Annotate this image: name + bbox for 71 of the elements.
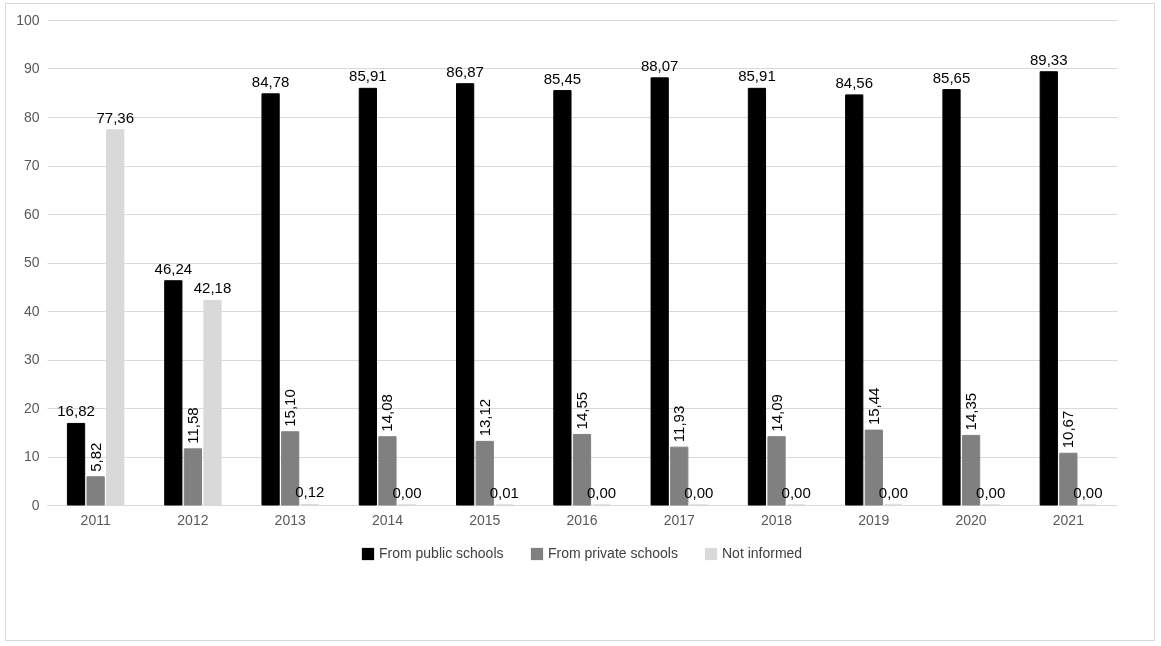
data-label: 0,00 — [878, 484, 909, 501]
legend-label: From private schools — [548, 545, 678, 561]
data-label: 85,45 — [543, 69, 582, 87]
data-label: 77,36 — [96, 108, 134, 126]
y-tick-label: 40 — [23, 302, 40, 319]
data-label: 0,00 — [392, 484, 422, 501]
data-label: 14,55 — [573, 391, 590, 430]
data-label: 89,33 — [1030, 50, 1068, 68]
data-label: 0,00 — [781, 484, 811, 501]
data-label: 84,78 — [251, 72, 290, 90]
x-tick-label: 2021 — [1052, 511, 1085, 528]
y-tick-label: 50 — [23, 254, 40, 270]
data-label: 15,44 — [864, 387, 882, 426]
y-tick-label: 20 — [23, 399, 40, 416]
data-label: 0,00 — [1073, 484, 1103, 501]
data-label: 46,24 — [154, 259, 193, 277]
x-tick-label: 2019 — [858, 511, 890, 528]
y-tick-label: 100 — [16, 11, 40, 28]
data-label: 13,12 — [475, 398, 493, 437]
bar — [86, 476, 105, 506]
x-tick-label: 2016 — [566, 511, 598, 528]
bar — [358, 87, 377, 506]
bar — [942, 89, 961, 506]
y-tick-label: 10 — [23, 448, 40, 464]
bar — [261, 93, 280, 506]
x-tick-label: 2013 — [274, 511, 306, 528]
data-label: 85,91 — [349, 67, 387, 85]
data-label: 0,00 — [586, 484, 617, 501]
data-label: 11,93 — [670, 405, 688, 443]
data-label: 11,58 — [183, 407, 201, 444]
x-tick-label: 2020 — [955, 511, 987, 528]
data-label: 16,82 — [57, 402, 95, 420]
bar — [164, 280, 183, 506]
data-label: 0,12 — [295, 483, 325, 501]
data-label: 0,00 — [976, 484, 1006, 501]
y-tick-label: 80 — [23, 108, 40, 125]
bar — [66, 422, 86, 506]
data-label: 86,87 — [446, 62, 484, 80]
x-tick-label: 2015 — [469, 511, 501, 528]
x-tick-label: 2018 — [760, 511, 793, 528]
data-label: 5,82 — [86, 442, 104, 472]
y-tick-label: 90 — [23, 60, 40, 76]
bar — [456, 83, 475, 506]
data-label: 85,65 — [932, 68, 971, 86]
x-tick-label: 2011 — [80, 511, 111, 528]
data-label: 0,00 — [684, 484, 714, 501]
data-label: 14,35 — [962, 392, 980, 431]
y-tick-label: 70 — [23, 157, 40, 173]
bar — [183, 448, 203, 506]
data-label: 10,67 — [1059, 410, 1077, 449]
x-tick-label: 2017 — [663, 511, 696, 528]
data-label: 15,10 — [281, 389, 299, 427]
bar — [1039, 71, 1058, 506]
bar — [650, 77, 669, 506]
bar — [845, 94, 864, 506]
y-tick-label: 0 — [31, 496, 40, 513]
data-label: 42,18 — [193, 279, 232, 297]
data-label: 85,91 — [738, 67, 776, 85]
data-label: 84,56 — [835, 73, 873, 91]
y-tick-label: 30 — [23, 351, 40, 367]
x-tick-label: 2014 — [371, 511, 404, 528]
x-tick-label: 2012 — [177, 511, 209, 528]
data-label: 0,01 — [489, 483, 519, 501]
bar — [747, 87, 767, 506]
legend-label: Not informed — [722, 545, 803, 561]
y-tick-label: 60 — [23, 205, 40, 222]
data-label: 14,09 — [767, 394, 785, 432]
data-label: 88,07 — [640, 56, 679, 74]
legend-label: From public schools — [379, 545, 504, 561]
data-label: 14,08 — [378, 394, 396, 432]
bar — [553, 90, 572, 506]
